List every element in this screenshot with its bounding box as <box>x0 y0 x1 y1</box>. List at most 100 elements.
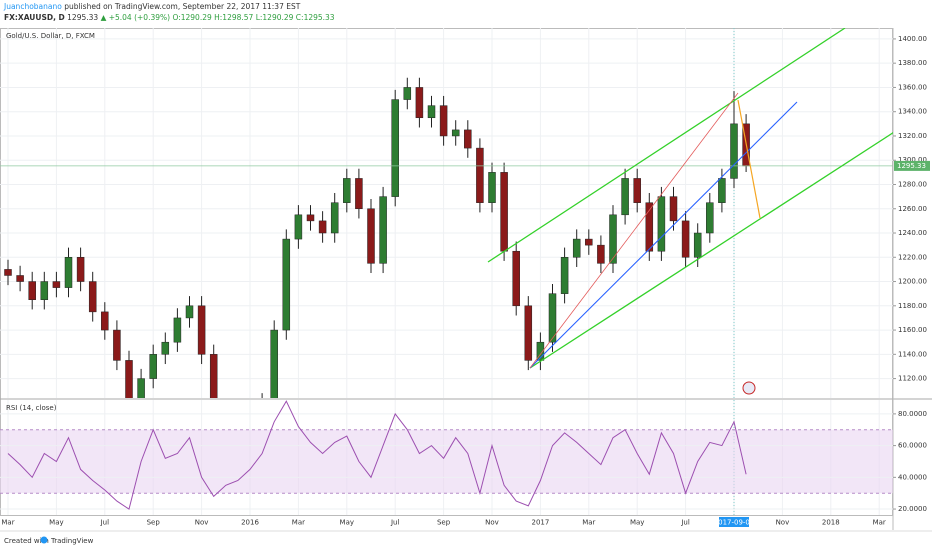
candle-body <box>415 87 424 119</box>
y-tick-label: 60.0000 <box>898 442 927 450</box>
candle-body <box>500 172 508 252</box>
x-tick-label: Sep <box>437 519 451 527</box>
rsi-title: RSI (14, close) <box>6 404 57 412</box>
candle-body <box>64 257 73 288</box>
rsi-band <box>0 429 893 494</box>
candle-body <box>609 214 617 264</box>
candle-body <box>52 281 61 288</box>
candle-body <box>718 178 726 203</box>
logo <box>40 536 48 544</box>
x-highlight <box>719 517 749 527</box>
x-tick-label: May <box>49 519 63 527</box>
candle-body <box>451 129 460 137</box>
candle-body <box>270 329 278 398</box>
y-tick-label: 1240.00 <box>898 229 927 237</box>
y-tick-label: 1160.00 <box>898 326 927 334</box>
candle-body <box>476 147 484 203</box>
y-tick-label: 1360.00 <box>898 83 927 91</box>
y-tick-label: 1220.00 <box>898 253 927 261</box>
event-icon[interactable] <box>742 381 756 395</box>
y-tick-label: 1340.00 <box>898 108 927 116</box>
candle-body <box>149 354 157 379</box>
candle-body <box>403 87 412 100</box>
candle-body <box>669 196 678 222</box>
candle-body <box>173 317 182 343</box>
candle-body <box>76 257 85 282</box>
candle-body <box>621 178 629 216</box>
candle-body <box>209 354 218 398</box>
y-tick-label: 1140.00 <box>898 350 927 358</box>
y-tick-label: 1120.00 <box>898 375 927 383</box>
channel-lower <box>529 132 893 369</box>
candle-body <box>125 360 133 398</box>
candle-body <box>343 178 351 203</box>
trend-blue <box>529 101 798 369</box>
author[interactable]: Juanchobanano <box>3 2 62 11</box>
x-tick-label: Jul <box>390 519 400 527</box>
y-tick-label: 1280.00 <box>898 180 927 188</box>
drawings <box>487 28 893 395</box>
x-tick-label: May <box>630 519 644 527</box>
candle-body <box>730 123 738 179</box>
x-tick-label: 2018 <box>822 519 840 527</box>
candle-body <box>355 178 363 210</box>
x-tick-label: Sep <box>147 519 161 527</box>
candle-body <box>185 305 194 319</box>
y-tick-label: 40.0000 <box>898 473 927 481</box>
y-tick-label: 1400.00 <box>898 35 927 43</box>
x-tick-label: Mar <box>582 519 595 527</box>
y-tick-label: 1380.00 <box>898 59 927 67</box>
y-tick-label: 1320.00 <box>898 132 927 140</box>
candle-body <box>524 305 533 361</box>
header-line-1: Juanchobanano published on TradingView.c… <box>3 2 301 11</box>
x-tick-label: May <box>340 519 354 527</box>
x-tick-label: Nov <box>195 519 209 527</box>
last: 1295.33 <box>67 13 98 22</box>
candle-body <box>560 257 569 294</box>
candle-body <box>282 238 291 331</box>
rsi-pane <box>0 400 893 515</box>
candle-body <box>88 281 97 313</box>
axes: Mar May Jul Sep Nov 2016 Mar May Jul Sep Nov 2017 Ma… <box>1 35 930 527</box>
candle-body <box>645 202 654 252</box>
rsi-line <box>7 400 747 510</box>
y-tick-label: 1200.00 <box>898 278 927 286</box>
brand[interactable]: TradingView <box>50 537 94 545</box>
x-tick-label: 2017-09-06 <box>714 519 755 527</box>
candle-body <box>391 99 399 197</box>
candle-body <box>16 275 24 282</box>
candle-body <box>379 196 387 264</box>
candle-body <box>427 105 436 119</box>
candle-body <box>633 178 641 203</box>
candle-body <box>367 208 375 264</box>
y-tick-label: 80.0000 <box>898 410 927 418</box>
candle-body <box>488 172 496 203</box>
candle-body <box>40 281 49 300</box>
candle-body <box>585 238 593 246</box>
main-pane <box>0 28 893 398</box>
trend-red <box>529 92 739 369</box>
x-tick-label: Jul <box>680 519 690 527</box>
last-price-tag <box>894 160 930 171</box>
candle-body <box>439 105 448 137</box>
candle-body <box>294 214 303 240</box>
y-tick-label: 20.0000 <box>898 505 927 513</box>
x-tick-label: Mar <box>1 519 14 527</box>
projection <box>737 99 761 219</box>
last-price-label: 1295.33 <box>897 162 926 170</box>
created-with: Created with <box>4 537 49 545</box>
x-tick-label: Jul <box>100 519 110 527</box>
y-tick-label: 1180.00 <box>898 302 927 310</box>
candle-body <box>464 129 472 149</box>
candle-body <box>101 311 109 331</box>
candle-body <box>161 341 170 355</box>
x-tick-label: 2016 <box>241 519 259 527</box>
candle-body <box>706 202 714 234</box>
candle-body <box>536 341 545 361</box>
candle-body <box>28 281 36 300</box>
candle-body <box>137 378 145 398</box>
y-tick-label: 1260.00 <box>898 205 927 213</box>
candle-body <box>306 214 315 222</box>
candle-body <box>681 220 690 258</box>
candle-body <box>330 202 339 234</box>
